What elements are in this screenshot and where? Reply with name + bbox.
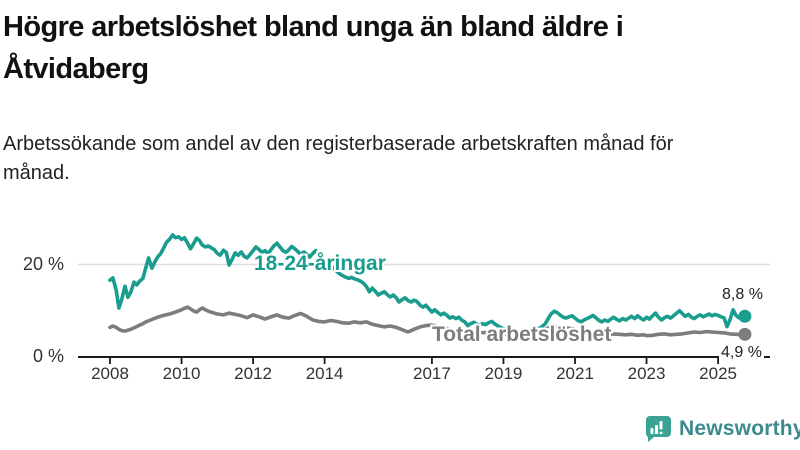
x-axis-tick-label: 2008 <box>91 364 129 383</box>
x-axis-tick-label: 2021 <box>556 364 594 383</box>
y-axis-tick-label: 20 % <box>22 253 64 274</box>
x-axis-tick-label: 2023 <box>627 364 666 383</box>
x-axis-tick-label: 2012 <box>234 364 272 383</box>
end-value-youth: 8,8 % <box>722 286 763 303</box>
newsworthy-logo[interactable]: Newsworthy <box>644 415 800 442</box>
newsworthy-icon <box>645 416 671 442</box>
series-label-youth: 18-24-åringar <box>254 252 386 275</box>
x-axis-tick-label: 2010 <box>162 364 201 383</box>
x-axis-tick-label: 2025 <box>699 364 737 383</box>
chart-subtitle: Arbetssökande som andel av den registerb… <box>3 133 674 184</box>
page-title: Högre arbetslöshet bland unga än bland ä… <box>3 11 624 86</box>
y-axis-tick-label: 0 % <box>32 346 64 366</box>
x-axis-tick-label: 2014 <box>305 364 344 383</box>
newsworthy-wordmark: Newsworthy <box>679 416 800 440</box>
end-value-total: 4,9 % <box>719 344 764 362</box>
x-axis-tick-label: 2017 <box>413 364 451 383</box>
x-axis-tick-label: 2019 <box>484 364 523 383</box>
series-label-total: Total arbetslöshet <box>432 323 612 346</box>
